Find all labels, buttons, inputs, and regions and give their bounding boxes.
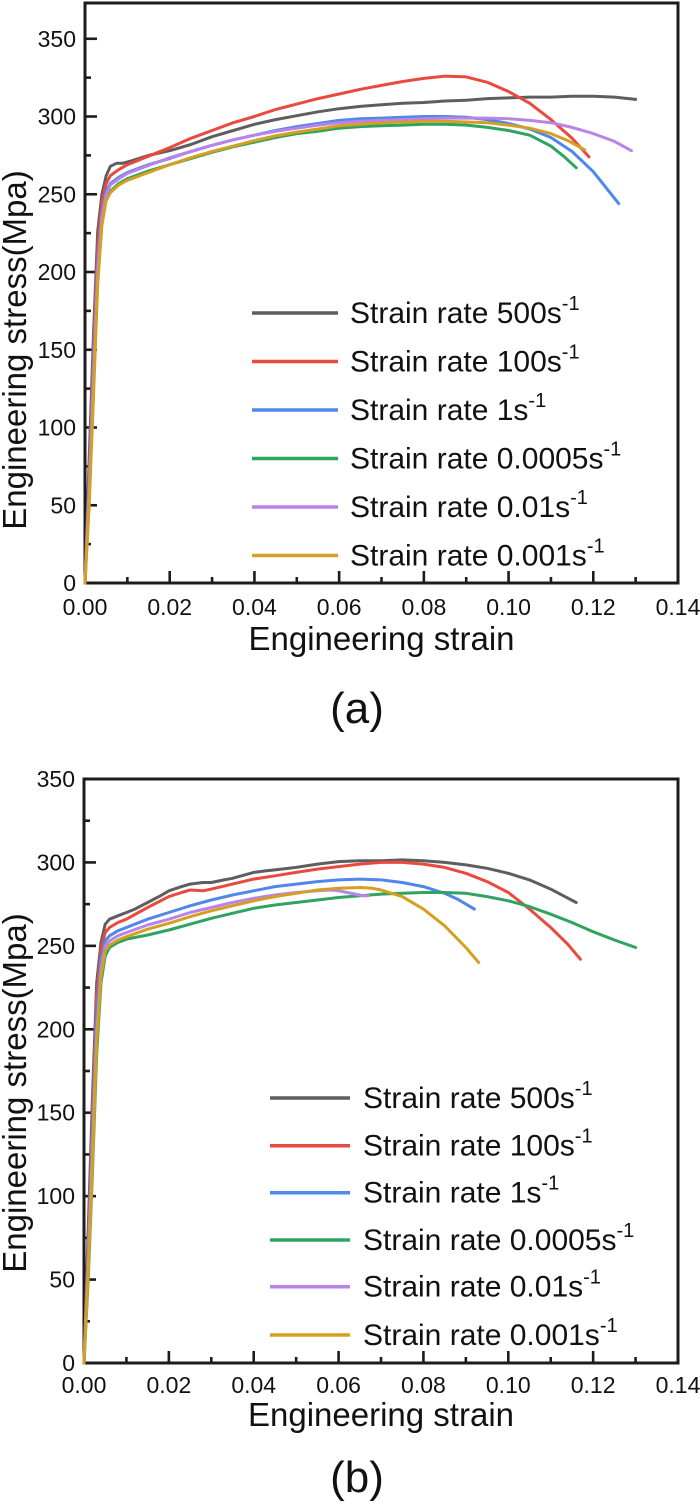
legend: Strain rate 500s-1 Strain rate 100s-1 Stra… (252, 293, 621, 573)
curve-strain-rate-100 (82, 860, 582, 1365)
x-tick-label: 0.14 (656, 1372, 700, 1398)
x-tick-label: 0.12 (571, 1372, 616, 1398)
y-tick-label: 250 (37, 933, 75, 959)
y-tick-label: 350 (37, 766, 75, 792)
legend-label-strain-rate-0-0005: Strain rate 0.0005s-1 (350, 439, 621, 476)
x-tick-label: 0.12 (571, 594, 616, 620)
x-tick-label: 0.06 (317, 594, 362, 620)
y-tick-label: 50 (49, 1267, 75, 1293)
x-tick-label: 0.08 (401, 594, 446, 620)
caption-a: (a) (330, 684, 384, 733)
legend-label-strain-rate-500: Strain rate 500s-1 (363, 1078, 593, 1115)
legend-label-strain-rate-1: Strain rate 1s-1 (350, 390, 546, 427)
curve-strain-rate-0-001 (82, 886, 481, 1365)
legend-label-strain-rate-0-01: Strain rate 0.01s-1 (363, 1267, 601, 1304)
legend: Strain rate 500s-1 Strain rate 100s-1 Stra… (270, 1078, 634, 1352)
x-tick-label: 0.08 (401, 1372, 446, 1398)
y-tick-label: 200 (37, 1016, 75, 1042)
x-tick-label: 0.06 (316, 1372, 361, 1398)
y-tick-label: 0 (63, 570, 76, 596)
x-tick-label: 0.10 (486, 1372, 531, 1398)
axis-tick-labels: 0.00 0.02 0.04 0.06 0.08 0.10 0.12 0.14 0 50 100 15… (37, 766, 700, 1398)
x-tick-label: 0.14 (656, 594, 700, 620)
curve-strain-rate-100 (83, 74, 591, 585)
legend-label-strain-rate-0-001: Strain rate 0.001s-1 (350, 536, 605, 573)
x-tick-label: 0.00 (62, 1372, 107, 1398)
curve-strain-rate-0-01 (83, 116, 633, 585)
legend-label-strain-rate-500: Strain rate 500s-1 (350, 293, 580, 330)
legend-label-strain-rate-0-01: Strain rate 0.01s-1 (350, 487, 588, 524)
y-tick-label: 250 (38, 181, 76, 207)
y-tick-label: 300 (38, 104, 76, 130)
legend-label-strain-rate-100: Strain rate 100s-1 (350, 342, 580, 379)
y-tick-label: 100 (38, 415, 76, 441)
curve-strain-rate-0-01 (82, 888, 370, 1365)
chart-b: 0.00 0.02 0.04 0.06 0.08 0.10 0.12 0.14 0 50 100 15… (0, 766, 700, 1433)
y-axis-title: Engineering stress(Mpa) (0, 913, 33, 1273)
y-tick-label: 0 (62, 1350, 75, 1376)
legend-label-strain-rate-0-0005: Strain rate 0.0005s-1 (363, 1220, 634, 1257)
legend-label-strain-rate-0-001: Strain rate 0.001s-1 (363, 1315, 618, 1352)
legend-label-strain-rate-1: Strain rate 1s-1 (363, 1173, 559, 1210)
y-tick-label: 350 (38, 26, 76, 52)
y-tick-label: 100 (37, 1183, 75, 1209)
curve-strain-rate-0-0005 (82, 891, 638, 1365)
x-tick-label: 0.02 (147, 594, 192, 620)
y-tick-label: 300 (37, 849, 75, 875)
y-tick-label: 200 (38, 259, 76, 285)
series-curves (82, 858, 638, 1365)
y-tick-label: 150 (38, 337, 76, 363)
x-tick-label: 0.10 (486, 594, 531, 620)
curve-strain-rate-0-001 (83, 119, 587, 585)
x-axis-title: Engineering strain (248, 1396, 514, 1433)
series-curves (83, 74, 638, 585)
x-axis-title: Engineering strain (249, 620, 515, 657)
x-tick-label: 0.00 (63, 594, 108, 620)
y-tick-label: 150 (37, 1100, 75, 1126)
y-tick-label: 50 (50, 492, 76, 518)
x-tick-label: 0.02 (146, 1372, 191, 1398)
x-tick-label: 0.04 (231, 1372, 276, 1398)
curve-strain-rate-500 (82, 858, 578, 1365)
legend-label-strain-rate-100: Strain rate 100s-1 (363, 1126, 593, 1163)
axis-tick-labels: 0.00 0.02 0.04 0.06 0.08 0.10 0.12 0.14 0 50 100 15… (38, 26, 700, 620)
caption-b: (b) (330, 1453, 384, 1502)
chart-a: 0.00 0.02 0.04 0.06 0.08 0.10 0.12 0.14 0 50 100 15… (0, 1, 700, 657)
y-axis-title: Engineering stress(Mpa) (0, 170, 33, 530)
x-tick-label: 0.04 (232, 594, 277, 620)
